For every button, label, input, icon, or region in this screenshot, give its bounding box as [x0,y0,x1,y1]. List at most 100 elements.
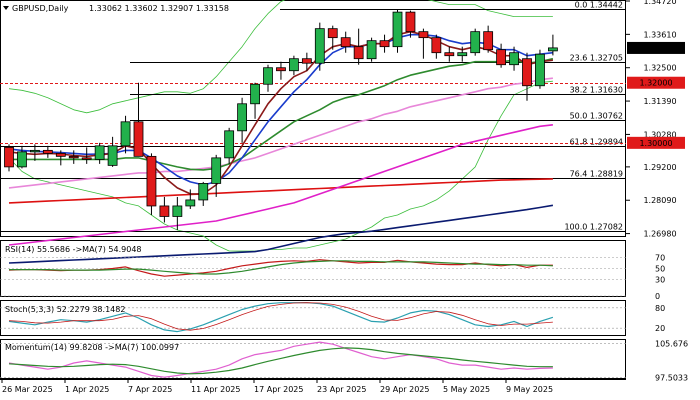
symbol-label: GBPUSD,Daily [12,4,69,13]
indicator-tick-label: 70 [655,254,665,263]
candle-body[interactable] [146,155,157,207]
candle-body[interactable] [444,52,455,57]
candle-body[interactable] [301,58,312,64]
momentum-ma-line [8,347,553,375]
current-price-tag [627,41,685,54]
candle-body[interactable] [535,53,545,87]
stoch-panel-frame [0,300,626,336]
candle-body[interactable] [263,67,273,85]
key-level-tag-label: 1.30000 [639,139,672,148]
candle-body[interactable] [353,46,364,60]
key-level-tag [627,136,685,149]
ohlc-text: 1.33062 1.33602 1.32907 1.33158 [89,4,229,13]
candle-body[interactable] [172,205,183,217]
price-tick-label: 1.26980 [643,230,676,239]
ma-pink-line [8,77,553,189]
indicator-tick-label: 105.676 [655,339,688,348]
rsi-line [8,259,553,277]
key-level-tag-label: 1.32000 [639,79,672,88]
indicator-tick-label: 20 [655,324,665,333]
candle-body[interactable] [42,149,53,154]
candle-body[interactable] [224,130,235,159]
rsi-ma-line [9,260,553,275]
fib-level-label: 38.2 1.31630 [570,86,623,95]
indicator-tick-label: 50 [655,265,665,274]
momentum-title: Momentum(14) 99.8208 ->MA(7) 100.0997 [5,343,179,352]
candle-body[interactable] [509,52,519,66]
date-label: 26 Mar 2025 [2,385,53,394]
candle-body[interactable] [366,40,377,60]
candle-body[interactable] [94,145,105,160]
price-tick-label: 1.31390 [643,97,676,106]
momentum-line [8,341,553,378]
fib-level-label: 61.8 1.29894 [570,138,623,147]
candle-body[interactable] [211,157,222,184]
candle-body[interactable] [483,31,494,51]
price-axis-layer: 1.34720 1.33610 1.32500 1.31390 1.30280 1.292… [626,0,685,239]
date-label: 9 May 2025 [506,385,553,394]
candle-body[interactable] [379,40,390,48]
date-label: 23 Apr 2025 [317,385,366,394]
price-tick-label: 1.33610 [643,30,676,39]
bollinger-upper-line [8,0,553,114]
candle-body[interactable] [4,146,14,168]
candle-body[interactable] [340,37,351,48]
candle-body[interactable] [418,31,429,39]
triangle-down-icon[interactable] [3,6,9,10]
price-tick-label: 1.34720 [643,0,676,6]
candles-layer[interactable] [4,9,558,230]
price-tick-label: 1.30280 [643,130,676,139]
ma-dark-red-line [8,30,553,195]
candle-body[interactable] [159,205,170,217]
indicator-tick-label: 97.5033 [655,374,688,383]
fib-level-label: 76.4 1.28819 [570,170,623,179]
candle-body[interactable] [431,37,442,54]
ma-blue-line [8,33,553,186]
candle-body[interactable] [120,121,131,147]
candle-body[interactable] [198,183,209,201]
rsi-title: RSI(14) 55.5686 ->MA(7) 54.9048 [5,245,142,254]
candle-body[interactable] [17,151,27,168]
candle-body[interactable] [522,58,532,87]
candle-body[interactable] [133,121,144,157]
candle-body[interactable] [81,157,92,160]
candle-body[interactable] [457,52,468,57]
candle-body[interactable] [548,47,558,52]
indicator-tick-label: 30 [655,276,665,285]
candle-body[interactable] [327,28,338,39]
indicator-panels-layer: 70 50 30 0 80 20 105.676 97.5033 [0,254,688,383]
candle-body[interactable] [185,199,196,207]
candle-body[interactable] [68,155,79,159]
fib-level-label: 23.6 1.32705 [570,54,623,63]
price-tick-label: 1.29200 [643,163,676,172]
date-label: 17 Apr 2025 [254,385,303,394]
main-panel-frame [0,0,626,237]
candle-body[interactable] [392,11,403,48]
fib-level-label: 0.0 1.34442 [575,1,623,10]
momentum-panel-frame [0,339,626,379]
stoch-title: Stoch(5,3,3) 52.2279 38.1482 [5,305,125,314]
candle-body[interactable] [288,58,299,72]
candle-body[interactable] [237,103,248,132]
date-label: 11 Apr 2025 [191,385,240,394]
candle-body[interactable] [276,67,286,72]
candle-body[interactable] [29,149,40,153]
candle-body[interactable] [314,28,325,64]
date-label: 7 Apr 2025 [128,385,172,394]
candle-body[interactable] [405,11,416,33]
stoch-signal-line [8,302,553,331]
candle-body[interactable] [496,49,507,66]
candle-body[interactable] [250,83,260,105]
price-tick-label: 1.32500 [643,64,676,73]
candle-body[interactable] [470,31,481,54]
fib-level-label: 100.0 1.27082 [564,223,623,232]
stoch-main-line [8,302,554,333]
ma-navy-line [8,204,554,264]
candle-body[interactable] [55,152,66,157]
current-price-label: 1.33158 [639,44,672,53]
price-tick-label: 1.28090 [643,196,676,205]
date-axis-layer: 26 Mar 2025 1 Apr 2025 7 Apr 2025 11 Apr 20… [1,379,553,394]
date-label: 29 Apr 2025 [380,385,429,394]
candle-body[interactable] [107,145,118,166]
